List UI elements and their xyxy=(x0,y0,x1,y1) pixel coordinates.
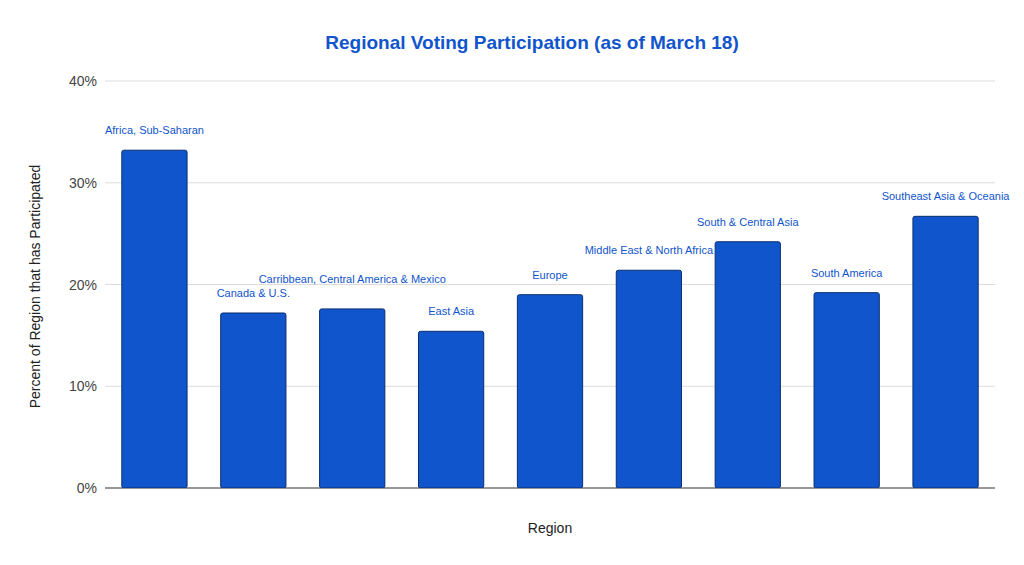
y-tick-label: 40% xyxy=(69,73,97,89)
y-tick-label: 20% xyxy=(69,277,97,293)
y-tick-label: 30% xyxy=(69,175,97,191)
x-axis-label: Region xyxy=(528,520,572,536)
category-label: South & Central Asia xyxy=(697,216,799,228)
category-label: Africa, Sub-Saharan xyxy=(105,124,204,136)
grid-line xyxy=(105,284,995,285)
bar xyxy=(715,242,780,488)
chart: 0% 10% 20% 30% 40% Africa, Sub-Saharan Canada … xyxy=(0,0,1024,565)
category-labels: Africa, Sub-Saharan Canada & U.S. Carribbe… xyxy=(105,124,1010,317)
grid-line xyxy=(105,81,995,82)
category-label: Europe xyxy=(532,269,567,281)
bar xyxy=(221,313,286,488)
bar xyxy=(122,150,187,488)
y-tick-label: 0% xyxy=(77,480,97,496)
category-label: Carribbean, Central America & Mexico xyxy=(259,273,446,285)
bar xyxy=(418,331,483,488)
bar xyxy=(814,293,879,488)
background xyxy=(0,0,1024,565)
title: Regional Voting Participation (as of Mar… xyxy=(325,32,738,53)
y-axis-label: Percent of Region that has Participated xyxy=(27,165,43,409)
bar xyxy=(913,216,978,488)
category-label: East Asia xyxy=(428,305,475,317)
bar xyxy=(616,270,681,488)
y-tick-label: 10% xyxy=(69,378,97,394)
bar xyxy=(320,309,385,488)
grid-line xyxy=(105,182,995,183)
category-label: Middle East & North Africa xyxy=(585,244,714,256)
category-label: South America xyxy=(811,267,883,279)
category-label: Canada & U.S. xyxy=(217,287,290,299)
bars xyxy=(122,150,978,488)
bar xyxy=(517,295,582,488)
category-label: Southeast Asia & Oceania xyxy=(882,190,1011,202)
